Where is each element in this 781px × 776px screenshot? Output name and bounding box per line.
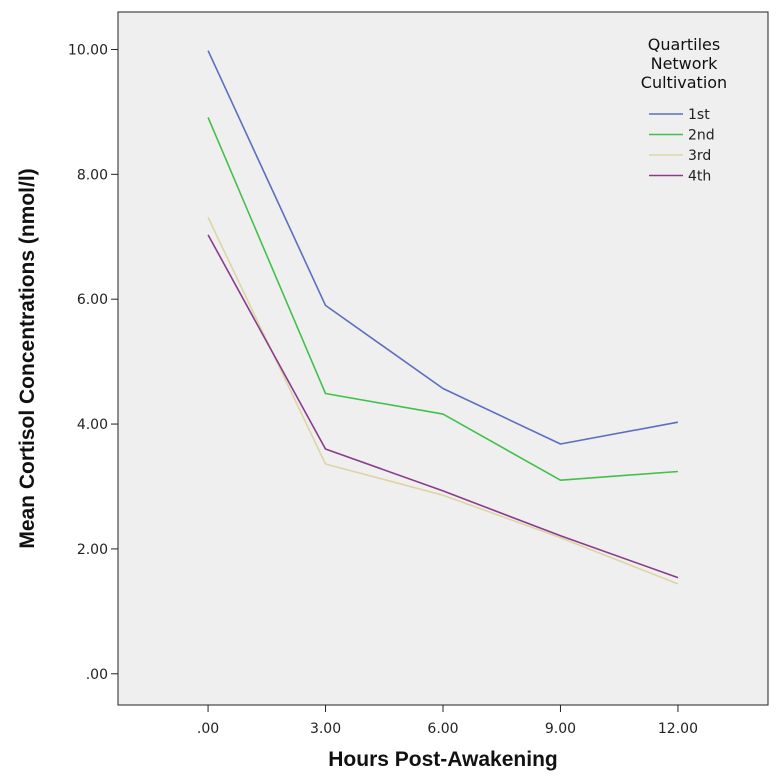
x-tick-label: 9.00 [545, 721, 576, 737]
series-line-2nd [207, 117, 678, 482]
series-layer [207, 50, 679, 585]
y-tick-label: 10.00 [68, 42, 108, 58]
legend-label-4th: 4th [688, 169, 711, 185]
x-axis: .00 3.00 6.00 9.00 12.00 [197, 705, 698, 737]
legend-title-line: Quartiles [648, 35, 720, 54]
plot-area [117, 11, 769, 706]
y-axis: .00 2.00 4.00 6.00 8.00 10.00 [68, 42, 118, 683]
y-tick-label: .00 [86, 667, 108, 683]
legend-label-3rd: 3rd [688, 148, 711, 164]
legend-title-line: Cultivation [641, 73, 727, 92]
y-tick-label: 2.00 [77, 542, 108, 558]
x-tick-label: 6.00 [427, 721, 458, 737]
legend-label-2nd: 2nd [688, 128, 715, 144]
y-tick-label: 8.00 [77, 167, 108, 183]
y-tick-label: 4.00 [77, 417, 108, 433]
x-tick-label: 3.00 [310, 721, 341, 737]
x-axis-title: Hours Post-Awakening [328, 748, 557, 771]
x-tick-label: 12.00 [658, 721, 698, 737]
series-line-4th [207, 234, 679, 579]
y-axis-title: Mean Cortisol Concentrations (nmol/l) [16, 168, 39, 548]
legend-title-line: Network [651, 54, 719, 73]
x-tick-label: .00 [197, 721, 219, 737]
series-line-1st [207, 50, 679, 445]
y-tick-label: 6.00 [77, 292, 108, 308]
series-line-3rd [207, 217, 679, 585]
legend-label-1st: 1st [688, 107, 710, 123]
